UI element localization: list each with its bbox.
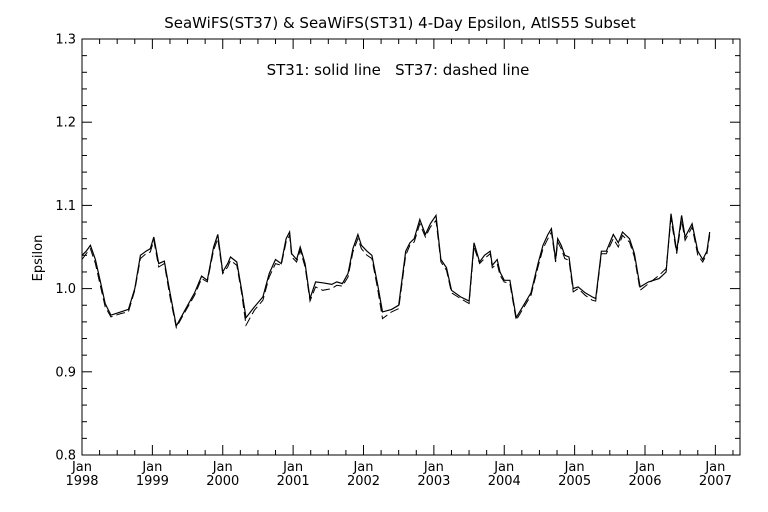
x-tick-month-label: Jan — [564, 460, 585, 475]
x-tick-month-label: Jan — [493, 460, 514, 475]
x-tick-year-label: 2002 — [347, 474, 380, 489]
x-tick-year-label: 2005 — [558, 474, 591, 489]
x-tick-year-label: 2006 — [628, 474, 661, 489]
series-line-st37 — [81, 218, 711, 330]
x-tick-year-label: 2001 — [277, 474, 310, 489]
x-tick-month-label: Jan — [282, 460, 303, 475]
x-tick-month-label: Jan — [634, 460, 655, 475]
series-line-st31 — [81, 213, 711, 328]
y-tick-label: 0.9 — [55, 365, 76, 380]
y-tick-label: 0.8 — [55, 449, 76, 464]
x-tick-year-label: 2003 — [417, 474, 450, 489]
x-tick-month-label: Jan — [423, 460, 444, 475]
chart-title: SeaWiFS(ST37) & SeaWiFS(ST31) 4-Day Epsi… — [164, 14, 636, 32]
x-axis-ticks: Jan1998Jan1999Jan2000Jan2001Jan2002Jan20… — [65, 39, 734, 489]
x-tick-month-label: Jan — [71, 460, 92, 475]
legend-annotation: ST31: solid line ST37: dashed line — [267, 61, 530, 79]
y-axis-ticks: 0.8 0.9 1.0 1.1 1.2 1.3 — [55, 33, 740, 464]
x-tick-year-label: 2007 — [699, 474, 732, 489]
x-tick-month-label: Jan — [704, 460, 725, 475]
x-tick-month-label: Jan — [141, 460, 162, 475]
x-tick-year-label: 1999 — [136, 474, 169, 489]
x-tick-year-label: 2004 — [488, 474, 521, 489]
x-tick-month-label: Jan — [212, 460, 233, 475]
y-axis-label: Epsilon — [31, 235, 46, 282]
plot-frame — [81, 38, 741, 456]
x-tick-year-label: 2000 — [206, 474, 239, 489]
y-tick-label: 1.3 — [55, 33, 76, 48]
y-tick-label: 1.2 — [55, 116, 76, 131]
y-tick-label: 1.1 — [55, 199, 76, 214]
y-tick-label: 1.0 — [55, 282, 76, 297]
series-layer — [81, 213, 711, 330]
x-tick-month-label: Jan — [352, 460, 373, 475]
x-tick-year-label: 1998 — [65, 474, 98, 489]
